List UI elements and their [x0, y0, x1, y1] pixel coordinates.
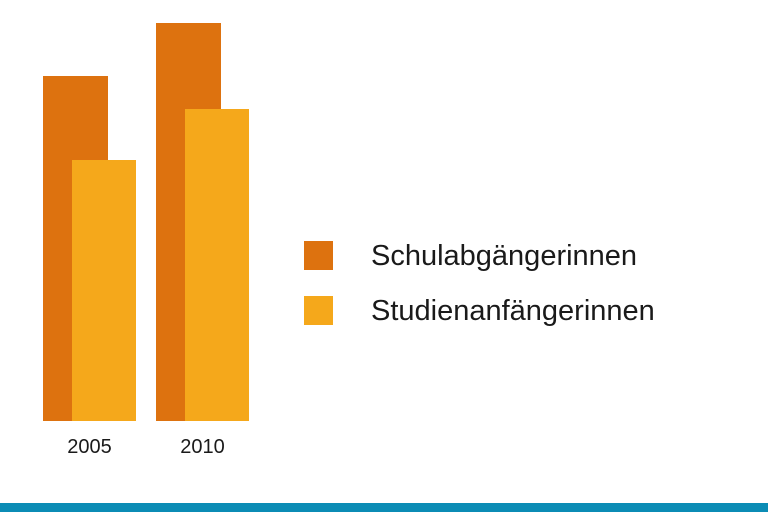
legend-swatch-1	[304, 241, 333, 270]
bar-2010-series-2	[185, 109, 249, 421]
x-tick-label: 2005	[67, 436, 112, 458]
x-axis-ticks: 2005 2010	[67, 436, 225, 458]
legend: Schulabgängerinnen Studienanfängerinnen	[304, 240, 655, 327]
x-tick-label: 2010	[180, 436, 225, 458]
legend-label-1: Schulabgängerinnen	[371, 240, 637, 272]
bars-layer	[43, 23, 249, 421]
legend-swatch-2	[304, 296, 333, 325]
bar-2005-series-2	[72, 160, 136, 421]
legend-label-2: Studienanfängerinnen	[371, 295, 655, 327]
footer-bar	[0, 503, 768, 512]
